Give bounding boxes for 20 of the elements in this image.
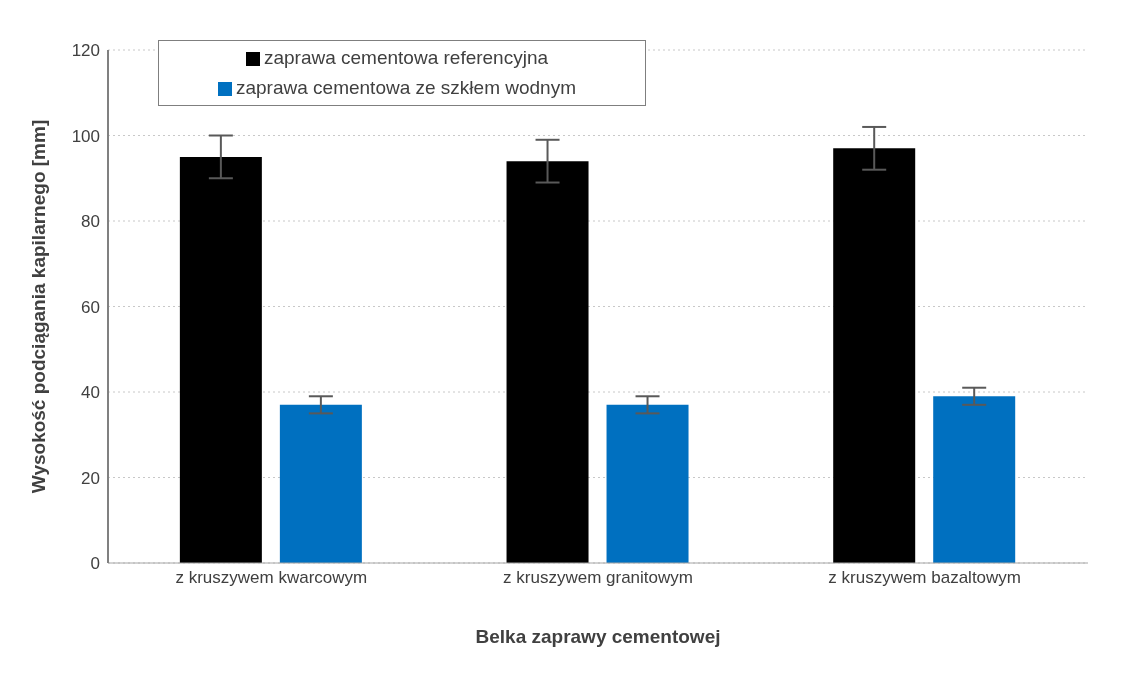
x-axis-title: Belka zaprawy cementowej	[475, 626, 721, 647]
y-tick-label: 0	[90, 554, 100, 574]
x-tick-label: z kruszywem bazaltowym	[828, 568, 1022, 588]
y-tick-label: 60	[81, 297, 100, 317]
bar	[179, 156, 262, 563]
legend-label: zaprawa cementowa ze szkłem wodnym	[235, 77, 577, 98]
y-axis-title: Wysokość podciągania kapilarnego [mm]	[27, 119, 49, 494]
bar	[933, 396, 1016, 563]
y-tick-label: 20	[81, 468, 100, 488]
bar	[279, 404, 362, 563]
y-tick-label: 100	[71, 126, 100, 146]
bar	[606, 404, 689, 563]
bar	[506, 161, 589, 563]
y-tick-label: 120	[71, 41, 100, 61]
x-tick-label: z kruszywem granitowym	[503, 568, 693, 588]
y-tick-label: 80	[81, 212, 100, 232]
y-tick-label: 40	[81, 383, 100, 403]
x-tick-label: z kruszywem kwarcowym	[175, 568, 368, 588]
legend-label: zaprawa cementowa referencyjna	[263, 47, 549, 68]
bar	[833, 148, 916, 563]
